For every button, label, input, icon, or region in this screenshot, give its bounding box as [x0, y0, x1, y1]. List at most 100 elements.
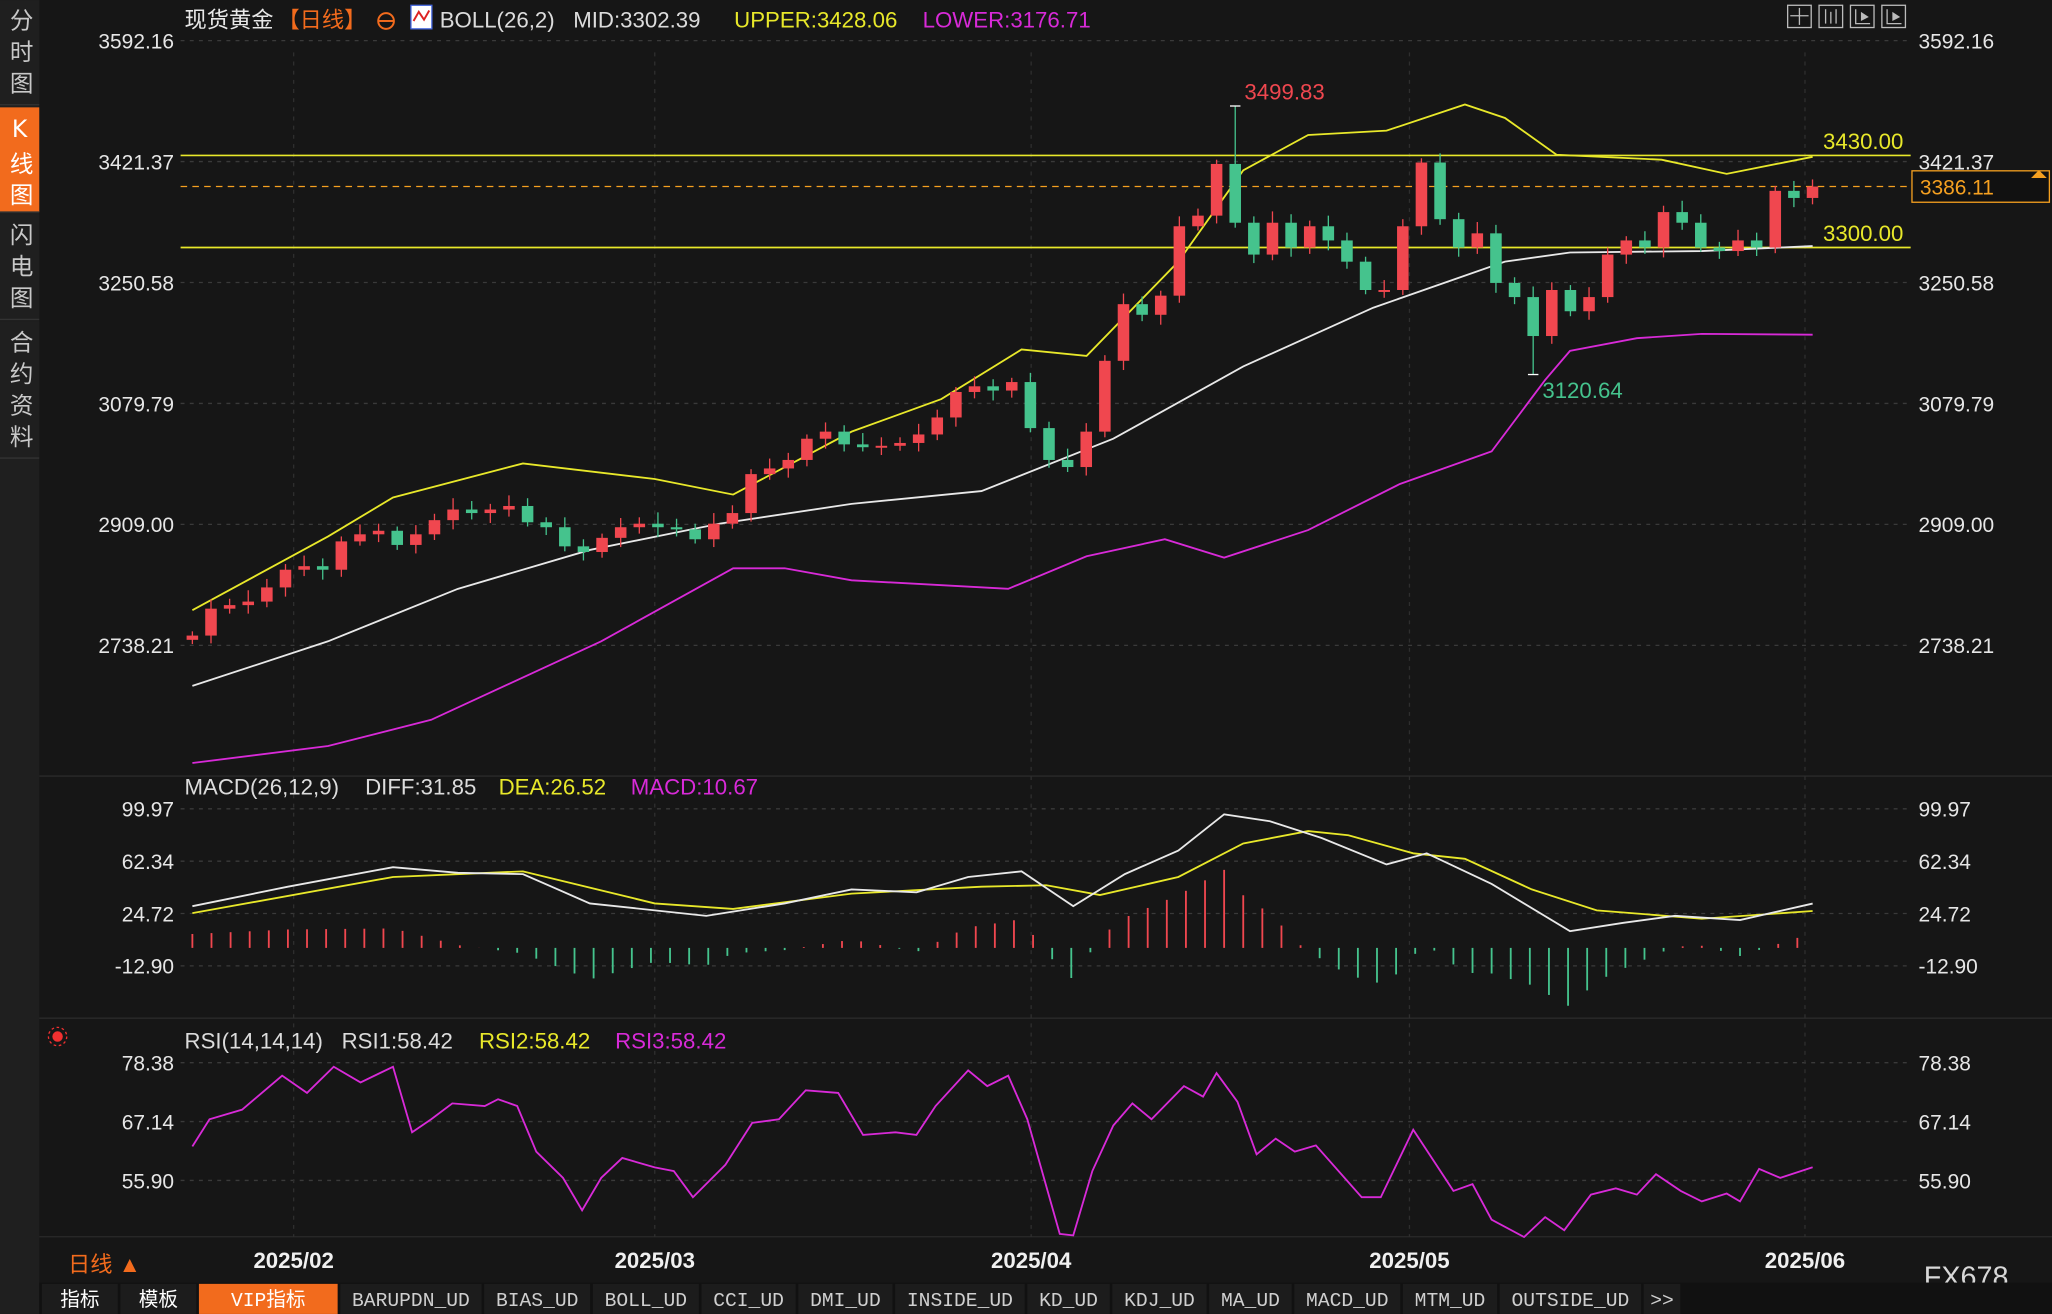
candle[interactable] — [745, 469, 757, 522]
candle[interactable] — [335, 536, 348, 577]
candle[interactable] — [894, 437, 906, 451]
candle[interactable] — [1043, 421, 1055, 468]
tab-insideud[interactable]: INSIDE_UD — [895, 1283, 1025, 1314]
candle[interactable] — [540, 517, 552, 536]
candle[interactable] — [1769, 185, 1782, 254]
candle[interactable] — [1136, 296, 1148, 322]
candle[interactable] — [1080, 423, 1093, 476]
sidebar-item-0[interactable]: 分时图 — [0, 0, 40, 106]
candle[interactable] — [484, 503, 497, 523]
candle[interactable] — [1676, 200, 1688, 230]
crosshair-icon[interactable] — [1786, 4, 1812, 29]
candle[interactable] — [1620, 236, 1633, 264]
macd-pane[interactable]: MACD(26,12,9) DIFF:31.85 DEA:26.52 MACD:… — [185, 774, 1813, 1006]
candle[interactable] — [950, 387, 962, 427]
candle[interactable] — [428, 513, 441, 540]
candle[interactable] — [763, 458, 776, 480]
period-selector[interactable]: 日线 ▲ — [68, 1252, 141, 1277]
candle[interactable] — [1322, 215, 1335, 251]
candle[interactable] — [1639, 231, 1651, 254]
candle[interactable] — [521, 498, 534, 527]
bar-chart-icon[interactable] — [1818, 4, 1844, 29]
candle[interactable] — [968, 376, 981, 399]
rsi-pane[interactable]: RSI(14,14,14) RSI1:58.42 RSI2:58.42 RSI3… — [47, 1026, 1813, 1239]
candle[interactable] — [1303, 220, 1316, 254]
candle[interactable] — [1452, 212, 1465, 257]
tab-[interactable]: >> — [1643, 1283, 1681, 1314]
candle[interactable] — [1527, 286, 1539, 375]
tab-macdud[interactable]: MACD_UD — [1294, 1283, 1401, 1314]
candle[interactable] — [1154, 290, 1167, 325]
candle[interactable] — [1341, 232, 1353, 269]
candle[interactable] — [1173, 216, 1186, 303]
tab-kdjud[interactable]: KDJ_UD — [1112, 1283, 1207, 1314]
candle[interactable] — [1210, 159, 1223, 224]
candle[interactable] — [633, 517, 646, 534]
candle[interactable] — [1750, 232, 1763, 257]
candle[interactable] — [875, 437, 888, 455]
candle[interactable] — [1192, 208, 1204, 231]
sidebar-item-1[interactable]: K线图 — [0, 107, 40, 214]
forward-icon[interactable] — [1881, 4, 1907, 29]
candle[interactable] — [1508, 277, 1521, 305]
candle[interactable] — [1601, 247, 1614, 303]
candle[interactable] — [1099, 355, 1111, 438]
candle[interactable] — [1471, 222, 1484, 254]
candle[interactable] — [1117, 293, 1130, 371]
candle[interactable] — [819, 422, 832, 449]
price-alert-icon[interactable] — [2031, 170, 2047, 179]
candle[interactable] — [1285, 214, 1297, 257]
tab-bollud[interactable]: BOLL_UD — [592, 1283, 699, 1314]
candle[interactable] — [726, 505, 739, 529]
candle[interactable] — [596, 533, 608, 558]
price-pane[interactable]: 3430.00 3300.00 3386.11 3499.83 3120.64 — [180, 79, 2051, 764]
tab-kdud[interactable]: KD_UD — [1027, 1283, 1110, 1314]
candle[interactable] — [987, 379, 999, 401]
candle[interactable] — [1378, 280, 1390, 298]
candle[interactable] — [708, 513, 720, 548]
tab-dmiud[interactable]: DMI_UD — [798, 1283, 893, 1314]
candle[interactable] — [1788, 180, 1800, 208]
candle[interactable] — [1359, 256, 1372, 295]
tab-cciud[interactable]: CCI_UD — [701, 1283, 796, 1314]
candle[interactable] — [1695, 214, 1707, 252]
candle[interactable] — [1005, 377, 1018, 398]
candle[interactable] — [931, 409, 944, 441]
candle[interactable] — [1713, 241, 1726, 259]
tab-maud[interactable]: MA_UD — [1209, 1283, 1292, 1314]
candle[interactable] — [410, 525, 422, 554]
candle[interactable] — [1229, 105, 1241, 228]
tab-barupdnud[interactable]: BARUPDN_UD — [340, 1283, 482, 1314]
candle[interactable] — [1415, 158, 1428, 235]
candle[interactable] — [559, 517, 571, 552]
candle[interactable] — [1583, 287, 1595, 320]
candle[interactable] — [857, 433, 869, 452]
candle[interactable] — [186, 631, 199, 645]
candle[interactable] — [1266, 211, 1279, 261]
candle[interactable] — [261, 578, 273, 608]
candle[interactable] — [689, 523, 701, 544]
candle[interactable] — [503, 495, 515, 517]
candle[interactable] — [242, 590, 255, 614]
candle[interactable] — [447, 498, 459, 530]
candle[interactable] — [1490, 224, 1502, 293]
tab-outsideud[interactable]: OUTSIDE_UD — [1499, 1283, 1642, 1314]
candle[interactable] — [1061, 448, 1074, 472]
candle[interactable] — [1434, 153, 1446, 225]
candle[interactable] — [670, 518, 683, 537]
candle[interactable] — [298, 555, 310, 577]
candle[interactable] — [838, 425, 850, 452]
candle[interactable] — [1397, 219, 1409, 295]
candle[interactable] — [912, 423, 925, 452]
candle[interactable] — [391, 526, 403, 550]
tab-mtmud[interactable]: MTM_UD — [1402, 1283, 1498, 1314]
tab-biasud[interactable]: BIAS_UD — [484, 1283, 591, 1314]
candle[interactable] — [1806, 179, 1819, 205]
candle[interactable] — [577, 539, 590, 561]
candle[interactable] — [1248, 216, 1260, 264]
candle[interactable] — [652, 512, 664, 538]
candle[interactable] — [1546, 282, 1558, 344]
candle[interactable] — [205, 599, 217, 644]
tab--1[interactable]: 模板 — [120, 1283, 197, 1314]
tab-vip-2[interactable]: VIP指标 — [198, 1283, 338, 1314]
